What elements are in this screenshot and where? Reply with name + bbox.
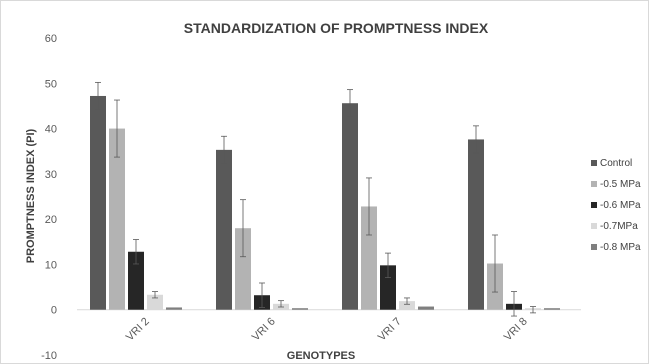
- y-axis-title: PROMPTNESS INDEX (PI): [25, 128, 37, 263]
- x-axis-title: GENOTYPES: [287, 350, 355, 362]
- legend-swatch: [591, 160, 597, 166]
- bar: [544, 308, 560, 310]
- legend-label: -0.5 MPa: [600, 179, 641, 190]
- x-tick-label: VRI 7: [376, 316, 404, 344]
- bar: [380, 265, 396, 310]
- y-tick-label: 30: [45, 169, 57, 181]
- legend-swatch: [591, 181, 597, 187]
- bar: [468, 139, 484, 310]
- plot-area: -10 0 10 20 30 40 50 60 VRI 2 VRI 6 VRI 7 VRI 8: [41, 33, 581, 362]
- x-tick-label: VRI 8: [502, 316, 530, 344]
- legend-label: Control: [600, 158, 632, 169]
- bar: [361, 206, 377, 310]
- bar: [418, 306, 434, 310]
- y-tick-label: 0: [51, 305, 57, 317]
- bar: [166, 307, 182, 310]
- x-tick-label: VRI 6: [250, 316, 278, 344]
- bar: [90, 95, 106, 310]
- x-tick-label: VRI 2: [124, 316, 152, 344]
- legend-swatch: [591, 202, 597, 208]
- bar: [292, 308, 308, 310]
- legend: Control -0.5 MPa -0.6 MPa -0.7MPa -0.8 MPa: [591, 158, 641, 253]
- y-tick-label: 20: [45, 214, 57, 226]
- bar: [109, 128, 125, 310]
- bar: [342, 103, 358, 310]
- y-tick-label: -10: [41, 350, 57, 362]
- legend-swatch: [591, 244, 597, 250]
- y-tick-label: 50: [45, 78, 57, 90]
- bar: [147, 294, 163, 310]
- y-tick-label: 10: [45, 259, 57, 271]
- bar: [216, 149, 232, 310]
- bar: [399, 301, 415, 310]
- y-tick-label: 60: [45, 33, 57, 45]
- y-tick-label: 40: [45, 124, 57, 136]
- legend-label: -0.7MPa: [600, 221, 638, 232]
- bar: [128, 251, 144, 310]
- legend-swatch: [591, 223, 597, 229]
- bar: [235, 228, 251, 310]
- chart-title: STANDARDIZATION OF PROMPTNESS INDEX: [184, 20, 489, 36]
- legend-label: -0.6 MPa: [600, 200, 641, 211]
- legend-label: -0.8 MPa: [600, 242, 641, 253]
